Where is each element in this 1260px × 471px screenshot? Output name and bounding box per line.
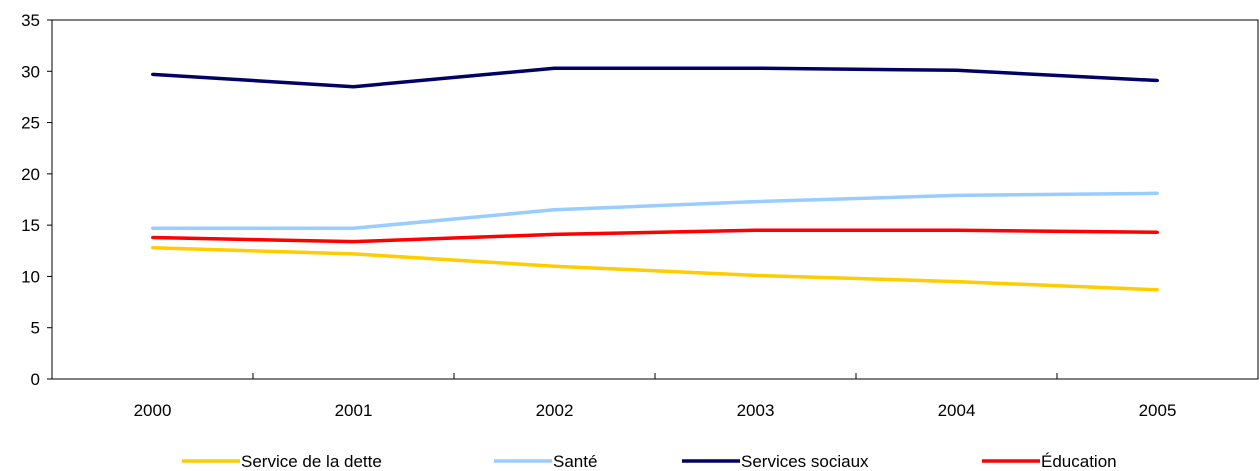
legend-label: Service de la dette — [241, 452, 382, 471]
data-point — [955, 68, 958, 72]
data-point — [151, 246, 154, 250]
data-point — [754, 273, 757, 277]
x-tick-label: 2005 — [1139, 401, 1177, 420]
data-point — [553, 264, 556, 268]
data-point — [553, 232, 556, 236]
series-line-3 — [152, 228, 1158, 244]
y-tick-label: 5 — [31, 319, 40, 338]
series-line-0 — [152, 245, 1158, 292]
data-point — [352, 252, 355, 256]
data-point — [1156, 79, 1159, 83]
legend-label: Services sociaux — [741, 452, 869, 471]
x-tick-label: 2003 — [737, 401, 775, 420]
data-point — [151, 226, 154, 230]
data-point — [754, 66, 757, 70]
x-tick-label: 2001 — [335, 401, 373, 420]
data-point — [352, 226, 355, 230]
legend: Service de la dette Santé Services sociaux… — [182, 452, 1117, 471]
data-point — [553, 208, 556, 212]
data-point — [955, 280, 958, 284]
y-tick-label: 20 — [21, 165, 40, 184]
data-point — [955, 228, 958, 232]
series-lines — [151, 66, 1159, 292]
y-tick-label: 30 — [21, 62, 40, 81]
plot-area — [51, 19, 1259, 380]
legend-label: Éducation — [1041, 452, 1117, 471]
y-tick-label: 0 — [31, 370, 40, 389]
y-tick-label: 10 — [21, 267, 40, 286]
data-point — [352, 85, 355, 89]
data-point — [352, 240, 355, 244]
series-line-1 — [152, 191, 1158, 230]
data-point — [754, 200, 757, 204]
x-tick-label: 2002 — [536, 401, 574, 420]
y-tick-label: 35 — [21, 11, 40, 30]
legend-label: Santé — [553, 452, 597, 471]
y-tick-label: 25 — [21, 114, 40, 133]
x-axis: 2000 2001 2002 2003 2004 2005 — [134, 373, 1177, 420]
x-tick-label: 2004 — [938, 401, 976, 420]
data-point — [754, 228, 757, 232]
x-tick-label: 2000 — [134, 401, 172, 420]
data-point — [1156, 191, 1159, 195]
data-point — [1156, 230, 1159, 234]
y-tick-label: 15 — [21, 216, 40, 235]
series-line-2 — [152, 66, 1158, 89]
data-point — [151, 235, 154, 239]
data-point — [955, 193, 958, 197]
data-point — [151, 72, 154, 76]
data-point — [553, 66, 556, 70]
data-point — [1156, 288, 1159, 292]
y-axis: 0 5 10 15 20 25 30 35 — [21, 11, 52, 389]
